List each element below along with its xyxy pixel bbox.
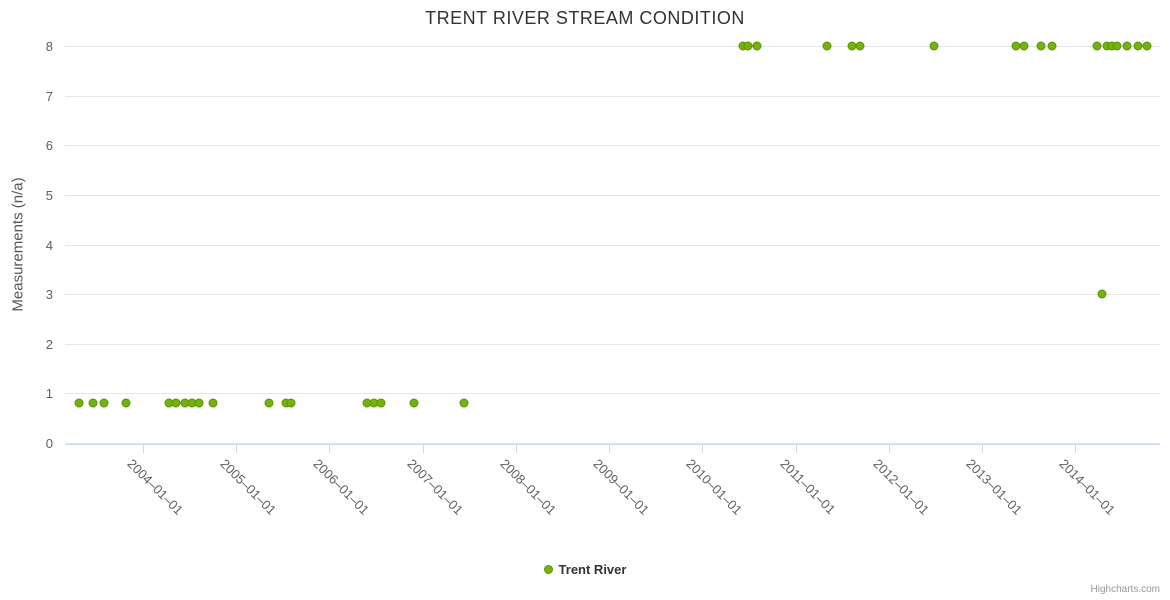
data-point[interactable] [376, 398, 386, 408]
y-gridline [65, 194, 1160, 196]
y-gridline [65, 46, 1160, 47]
x-axis-tick-label: 2011–01–01 [776, 456, 838, 518]
y-axis-tick-label: 5 [45, 187, 53, 203]
y-gridline [65, 95, 1160, 97]
data-point[interactable] [752, 41, 762, 51]
y-gridline [65, 343, 1160, 345]
data-point[interactable] [1019, 41, 1029, 51]
data-point[interactable] [88, 398, 98, 408]
x-axis-tick-label: 2009–01–01 [590, 456, 653, 518]
x-axis-tick [143, 445, 145, 453]
y-axis-tick-label: 6 [45, 138, 53, 154]
y-axis-tick-label: 1 [45, 386, 53, 402]
x-axis-tick [422, 445, 424, 453]
x-axis-tick-label: 2008–01–01 [497, 456, 560, 518]
data-point[interactable] [409, 398, 419, 408]
x-axis-tick-label: 2006–01–01 [310, 456, 373, 518]
legend-label: Trent River [558, 562, 627, 577]
data-point[interactable] [459, 398, 469, 408]
y-axis-tick-label: 3 [45, 287, 53, 303]
x-axis-tick [609, 445, 611, 453]
x-axis-tick [702, 445, 704, 453]
y-axis-tick-label: 0 [45, 436, 53, 451]
y-gridline [65, 244, 1160, 246]
y-gridline [65, 393, 1160, 395]
x-axis-tick-label: 2005–01–01 [217, 456, 280, 518]
x-axis-tick-label: 2014–01–01 [1056, 456, 1119, 518]
x-axis-tick [515, 445, 517, 453]
data-point[interactable] [1112, 41, 1122, 51]
x-axis-tick-label: 2013–01–01 [963, 456, 1026, 518]
x-axis-tick [1075, 445, 1077, 453]
data-point[interactable] [286, 398, 296, 408]
data-point[interactable] [1133, 41, 1143, 51]
x-axis-tick-label: 2010–01–01 [683, 456, 746, 518]
x-axis-tick [981, 445, 983, 453]
y-gridline [65, 294, 1160, 296]
x-axis-tick [329, 445, 331, 453]
series-marker-icon [543, 565, 553, 574]
x-axis-tick [888, 445, 890, 453]
data-point[interactable] [194, 398, 204, 408]
legend: Trent River [0, 562, 1170, 577]
data-point[interactable] [822, 41, 832, 51]
data-point[interactable] [99, 398, 109, 408]
x-axis-tick-label: 2012–01–01 [870, 456, 932, 518]
data-point[interactable] [208, 398, 218, 408]
data-point[interactable] [1036, 41, 1046, 51]
x-axis-tick-label: 2004–01–01 [124, 456, 187, 518]
legend-item-trent-river[interactable]: Trent River [543, 562, 627, 577]
y-axis-tick-label: 2 [45, 336, 53, 352]
data-point[interactable] [74, 398, 84, 408]
x-axis-tick [795, 445, 797, 453]
y-gridline [65, 443, 1160, 444]
highcharts-credit-link[interactable]: Highcharts.com [1090, 584, 1160, 595]
y-axis-tick-label: 7 [45, 88, 53, 104]
data-point[interactable] [1142, 41, 1152, 51]
y-axis-tick-label: 8 [45, 39, 53, 54]
data-point[interactable] [1122, 41, 1132, 51]
data-point[interactable] [1047, 41, 1057, 51]
data-point[interactable] [929, 41, 939, 51]
chart-title: TRENT RIVER STREAM CONDITION [425, 8, 745, 28]
data-point[interactable] [121, 398, 131, 408]
x-axis-line [65, 444, 1160, 445]
x-axis-tick [236, 445, 238, 453]
y-axis-tick-label: 4 [45, 237, 53, 253]
data-point[interactable] [743, 41, 753, 51]
data-point[interactable] [171, 398, 181, 408]
x-axis-tick-label: 2007–01–01 [404, 456, 466, 518]
data-point[interactable] [1097, 289, 1107, 299]
data-point[interactable] [264, 398, 274, 408]
data-point[interactable] [1011, 41, 1021, 51]
data-point[interactable] [855, 41, 865, 51]
y-gridline [65, 145, 1160, 147]
data-point[interactable] [1092, 41, 1102, 51]
